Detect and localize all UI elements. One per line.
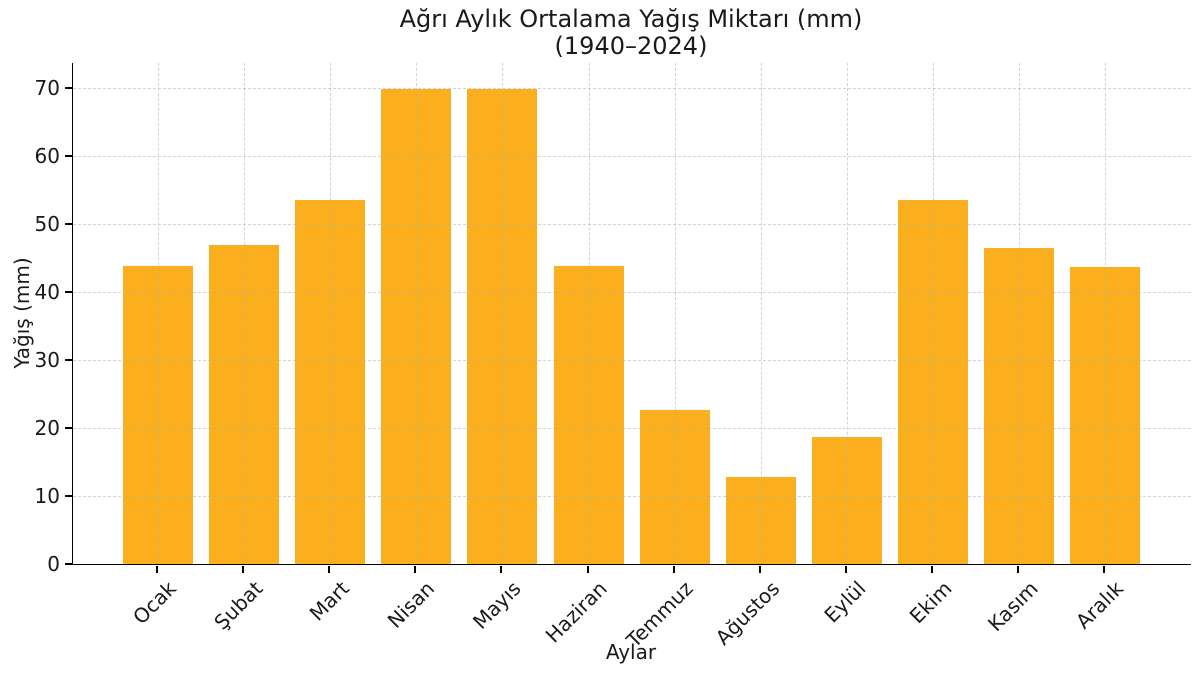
y-tick-label-70: 70	[34, 76, 60, 101]
y-tick-label-60: 60	[34, 144, 60, 169]
x-tick-mark-haziran	[586, 565, 589, 573]
chart-title: Ağrı Aylık Ortalama Yağış Miktarı (mm)	[399, 5, 863, 33]
gridline-v-nisan	[416, 63, 418, 564]
gridline-v-aralık	[1105, 63, 1107, 564]
y-tick-label-20: 20	[34, 416, 60, 441]
y-tick-mark-40	[65, 291, 72, 294]
x-tick-mark-kasım	[1017, 565, 1019, 573]
gridline-v-ekim	[932, 63, 934, 564]
x-tick-label-text: Kasım	[982, 576, 1043, 637]
plot-area	[72, 63, 1191, 565]
gridline-h-10	[73, 496, 1191, 498]
gridline-h-40	[73, 292, 1191, 294]
gridline-v-haziran	[588, 63, 590, 564]
y-tick-label-30: 30	[34, 348, 60, 373]
y-tick-label-50: 50	[34, 212, 60, 237]
y-tick-mark-0	[65, 563, 72, 565]
gridline-h-60	[73, 156, 1191, 158]
chart-subtitle: (1940–2024)	[554, 32, 708, 60]
gridline-v-şubat	[244, 63, 246, 564]
y-tick-mark-60	[65, 155, 72, 158]
x-tick-label-text: Haziran	[540, 576, 612, 648]
gridline-h-50	[73, 224, 1191, 226]
x-tick-label-text: Nisan	[383, 576, 440, 633]
gridline-v-ağustos	[760, 63, 762, 564]
gridline-v-mayıs	[502, 63, 504, 564]
chart-title-block: Ağrı Aylık Ortalama Yağış Miktarı (mm) (…	[72, 6, 1190, 60]
x-tick-mark-mart	[328, 565, 331, 573]
x-tick-label-text: Aralık	[1071, 576, 1129, 634]
gridline-v-eylül	[846, 63, 848, 564]
x-tick-mark-mayıs	[500, 565, 503, 573]
gridline-v-kasım	[1019, 63, 1020, 564]
x-tick-mark-ekim	[930, 565, 933, 573]
x-tick-label-text: Mart	[304, 576, 354, 626]
gridline-v-ocak	[158, 63, 159, 564]
x-tick-label-text: Ocak	[128, 576, 182, 630]
x-tick-label-text: Şubat	[209, 576, 268, 635]
gridline-h-20	[73, 428, 1191, 430]
y-tick-mark-70	[65, 87, 72, 90]
gridline-v-mart	[330, 63, 332, 564]
y-tick-label-10: 10	[34, 484, 60, 509]
y-tick-mark-50	[65, 223, 72, 226]
x-tick-label-text: Ağustos	[710, 576, 784, 650]
x-tick-mark-aralık	[1103, 565, 1106, 573]
gridline-v-temmuz	[674, 63, 676, 564]
x-tick-mark-nisan	[414, 565, 417, 573]
x-tick-mark-ocak	[156, 565, 158, 573]
gridline-h-30	[73, 360, 1191, 362]
x-tick-mark-şubat	[242, 565, 245, 573]
x-tick-label-text: Eylül	[818, 576, 871, 628]
gridline-h-70	[73, 88, 1191, 90]
y-tick-mark-30	[65, 359, 72, 362]
y-tick-label-40: 40	[34, 280, 60, 305]
x-tick-mark-ağustos	[758, 565, 761, 573]
y-tick-label-0: 0	[47, 552, 60, 576]
y-tick-mark-20	[65, 427, 72, 430]
x-tick-label-text: Mayıs	[468, 576, 526, 634]
x-tick-mark-eylül	[844, 565, 847, 573]
x-tick-label-text: Ekim	[904, 576, 957, 629]
x-tick-mark-temmuz	[672, 565, 675, 573]
y-tick-mark-10	[65, 495, 72, 498]
x-axis-label: Aylar	[605, 640, 657, 664]
